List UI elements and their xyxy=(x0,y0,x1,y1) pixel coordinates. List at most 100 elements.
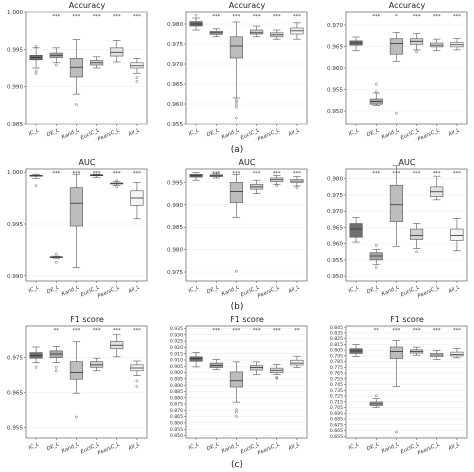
y-tick-label: 0.705 xyxy=(330,405,343,411)
box-euclc-l xyxy=(90,357,104,372)
x-tick-label: IC_L xyxy=(28,284,40,294)
x-tick-label: PearsC_L xyxy=(97,284,121,299)
y-tick-label: 0.990 xyxy=(7,274,23,280)
outlier-point xyxy=(34,71,38,75)
y-tick-label: 0.965 xyxy=(327,225,343,231)
box-ic-l xyxy=(349,36,363,52)
x-tick-label: IC_L xyxy=(188,284,200,294)
plot-frame xyxy=(25,168,148,282)
panel-a2-accuracy: Accuracy 0.955 0.960 0.965 0.970 0.975 0.980 IC… xyxy=(160,0,310,144)
box-plot-svg: 0.975 0.980 0.985 0.990 0.995 IC_L *** DE_L *** R… xyxy=(167,168,308,300)
box-rand-l xyxy=(389,165,403,247)
significance-marker: ** xyxy=(374,328,380,334)
y-tick-label: 1.000 xyxy=(7,10,23,16)
panel-title: AUC xyxy=(78,158,96,167)
y-tick-label: 0.995 xyxy=(7,47,23,53)
significance-marker: *** xyxy=(93,328,101,334)
box-plot-svg: 0.950 0.955 0.960 0.965 0.970 IC_L *** DE_L * Ran… xyxy=(327,11,468,143)
significance-marker: *** xyxy=(413,171,421,177)
x-tick-label: All_L xyxy=(287,284,301,295)
significance-marker: *** xyxy=(253,14,261,20)
outlier-point xyxy=(115,185,119,188)
y-tick-label: 0.960 xyxy=(167,102,183,108)
box-de-l xyxy=(49,252,63,264)
box-iqr xyxy=(450,228,464,241)
y-tick-label: 0.755 xyxy=(330,376,343,382)
panel-title: Accuracy xyxy=(228,1,266,10)
y-tick-label: 0.665 xyxy=(330,428,343,434)
box-de-l xyxy=(209,359,223,370)
box-pearsc-l xyxy=(110,334,124,358)
panel-b3-auc: AUC 0.950 0.955 0.960 0.965 0.970 0.975 0.980 IC… xyxy=(320,157,470,301)
x-tick-label: DE_L xyxy=(366,441,380,452)
y-tick-label: 0.795 xyxy=(330,353,343,359)
panel-title: F1 score xyxy=(70,315,104,324)
significance-marker: * xyxy=(395,14,398,20)
box-all-l xyxy=(130,360,144,388)
panel-title: F1 score xyxy=(390,315,424,324)
box-all-l xyxy=(450,38,464,51)
panel-b1-auc: AUC 0.990 0.995 1.000 IC_L *** DE_L *** Rand_L **… xyxy=(0,157,150,301)
y-tick-label: 0.925 xyxy=(170,339,183,345)
x-tick-label: PearsC_L xyxy=(417,441,441,456)
x-tick-label: DE_L xyxy=(366,284,380,295)
y-tick-label: 0.835 xyxy=(330,331,343,337)
x-tick-label: Rand_L xyxy=(61,441,81,454)
box-euclc-l xyxy=(250,361,264,375)
y-tick-label: 0.865 xyxy=(170,414,183,420)
y-tick-label: 0.910 xyxy=(170,358,183,364)
y-tick-label: 0.980 xyxy=(167,248,183,254)
outlier-point xyxy=(135,76,139,80)
box-euclc-l xyxy=(410,33,424,53)
y-tick-label: 0.980 xyxy=(167,22,183,28)
box-plot-svg: 0.950 0.955 0.960 0.965 0.970 0.975 0.980 IC_L *… xyxy=(327,165,468,300)
outlier-point xyxy=(275,184,279,187)
x-tick-label: IC_L xyxy=(188,441,200,451)
significance-marker: *** xyxy=(93,171,101,177)
box-ic-l xyxy=(189,172,203,181)
box-pearsc-l xyxy=(270,174,284,187)
y-tick-label: 0.930 xyxy=(170,332,183,338)
y-tick-label: 0.695 xyxy=(330,411,343,417)
significance-marker: *** xyxy=(293,171,301,177)
significance-marker: *** xyxy=(73,171,81,177)
x-tick-label: Rand_L xyxy=(61,284,81,297)
significance-marker: *** xyxy=(93,14,101,20)
outlier-point xyxy=(415,250,418,254)
box-iqr xyxy=(389,346,403,359)
y-tick-label: 0.870 xyxy=(170,408,183,414)
box-euclc-l xyxy=(250,25,264,38)
plot-frame xyxy=(345,325,468,439)
y-tick-label: 0.765 xyxy=(330,371,343,377)
x-tick-label: All_L xyxy=(127,284,141,295)
outlier-point xyxy=(235,410,238,414)
y-tick-label: 0.985 xyxy=(7,122,23,128)
box-rand-l xyxy=(229,361,243,418)
x-tick-label: All_L xyxy=(127,441,141,452)
y-tick-label: 0.900 xyxy=(170,370,183,376)
y-tick-label: 0.960 xyxy=(327,66,343,72)
panel-title: Accuracy xyxy=(388,1,426,10)
significance-marker: *** xyxy=(293,14,301,20)
y-tick-label: 0.725 xyxy=(330,394,343,400)
outlier-point xyxy=(75,415,78,419)
outlier-point xyxy=(54,365,58,369)
outlier-point xyxy=(395,430,398,434)
box-euclc-l xyxy=(410,346,424,356)
outlier-point xyxy=(374,266,378,269)
row-label-c: (c) xyxy=(231,460,243,470)
box-plot-svg: 0.9550.9650.975IC_L**DE_L***Rand_L***Euc… xyxy=(7,325,148,457)
outlier-point xyxy=(374,90,378,94)
panel-b2-auc: AUC 0.975 0.980 0.985 0.990 0.995 IC_L *** DE_L *… xyxy=(160,157,310,301)
box-euclc-l xyxy=(250,179,264,194)
x-tick-label: Rand_L xyxy=(221,127,241,140)
box-all-l xyxy=(450,218,464,252)
significance-marker: *** xyxy=(113,14,121,20)
x-tick-label: All_L xyxy=(447,284,461,295)
significance-marker: ** xyxy=(294,328,300,334)
x-tick-label: IC_L xyxy=(348,441,360,451)
significance-marker: *** xyxy=(372,171,380,177)
outlier-point xyxy=(34,44,38,48)
box-rand-l xyxy=(69,173,83,268)
x-tick-label: Rand_L xyxy=(381,441,401,454)
